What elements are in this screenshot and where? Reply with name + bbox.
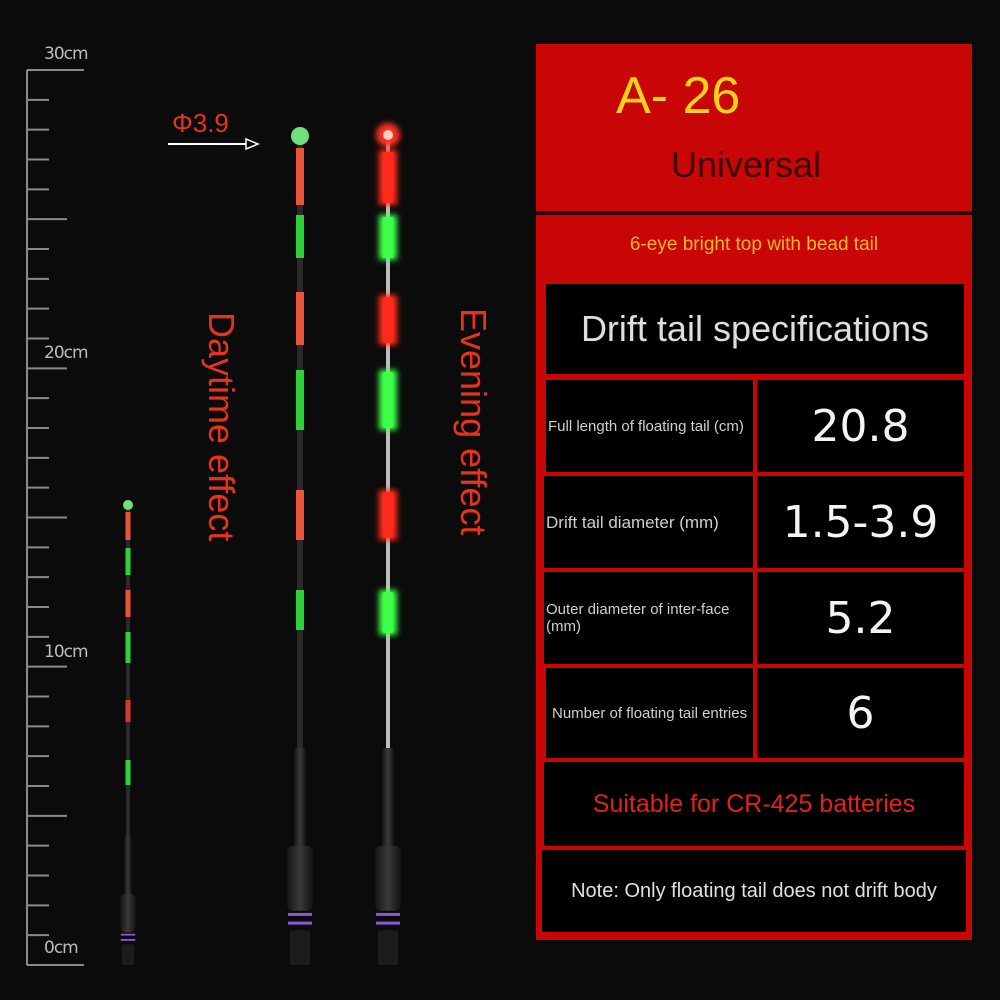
row-label-diameter: Drift tail diameter (mm) <box>544 476 753 568</box>
float-body-grip <box>120 893 136 933</box>
ruler-label-20: 20cm <box>44 343 89 363</box>
purple-ring <box>120 939 136 941</box>
ruler-label-10: 10cm <box>44 642 89 662</box>
tail-segment <box>125 512 131 540</box>
float-thread <box>378 930 398 965</box>
row-value-diameter: 1.5-3.9 <box>757 476 964 568</box>
subtitle: 6-eye bright top with bead tail <box>629 234 879 255</box>
tail-segment <box>296 148 304 205</box>
glow-segment-core <box>383 297 393 343</box>
float-stick <box>297 140 303 750</box>
float-thread <box>290 930 310 965</box>
ruler-label-30: 30cm <box>44 44 89 64</box>
float-body-stem <box>294 748 306 857</box>
diameter-callout: Φ3.9 <box>172 108 229 138</box>
table-title: Drift tail specifications <box>546 284 964 374</box>
float-illustrations <box>120 123 401 965</box>
bead-tip <box>291 127 309 145</box>
purple-ring <box>376 912 400 916</box>
row-value-full-length: 20.8 <box>757 380 964 472</box>
row-value-interface: 5.2 <box>757 572 964 664</box>
purple-ring <box>288 912 312 916</box>
glowing-tip-core <box>383 130 393 140</box>
float-body-stem <box>382 748 394 857</box>
tail-segment <box>125 548 131 575</box>
tail-segment <box>125 590 131 617</box>
arrow-right-icon <box>168 137 260 151</box>
bead-tip <box>123 500 133 510</box>
spec-panel: A- 26 Universal 6-eye bright top with be… <box>536 44 972 940</box>
glow-segment-core <box>383 492 393 538</box>
battery-note: Suitable for CR-425 batteries <box>544 762 964 846</box>
glow-segment-core <box>383 152 393 203</box>
purple-ring <box>288 921 312 925</box>
purple-ring <box>376 921 400 925</box>
row-label-full-length: Full length of floating tail (cm) <box>546 380 753 472</box>
ruler <box>26 69 84 966</box>
universal-label: Universal <box>670 144 822 185</box>
float-stick <box>386 140 390 750</box>
tail-segment <box>296 292 304 345</box>
tail-segment <box>296 215 304 258</box>
tail-segment <box>296 370 304 430</box>
glow-segment-core <box>383 217 393 258</box>
ruler-label-0: 0cm <box>44 938 79 958</box>
row-value-entries: 6 <box>757 668 964 758</box>
model-name: A- 26 <box>616 67 741 125</box>
float-thread <box>122 944 134 965</box>
float-body-grip <box>375 845 401 911</box>
header-divider <box>536 211 972 215</box>
float-body-grip <box>287 845 313 911</box>
glow-segment-core <box>383 372 393 428</box>
purple-ring <box>120 933 136 936</box>
tail-segment <box>125 760 131 785</box>
row-label-entries: Number of floating tail entries <box>546 668 753 758</box>
tail-segment <box>296 590 304 630</box>
tail-segment <box>296 490 304 540</box>
disclaimer-note: Note: Only floating tail does not drift … <box>542 850 966 932</box>
row-label-interface: Outer diameter of inter-face (mm) <box>544 572 753 664</box>
glow-segment-core <box>383 592 393 633</box>
daytime-effect-label: Daytime effect <box>201 312 242 542</box>
tail-segment <box>125 632 131 663</box>
float-body-stem <box>124 835 132 900</box>
tail-segment <box>125 700 131 722</box>
evening-effect-label: Evening effect <box>453 308 494 536</box>
float-stick <box>126 508 130 838</box>
